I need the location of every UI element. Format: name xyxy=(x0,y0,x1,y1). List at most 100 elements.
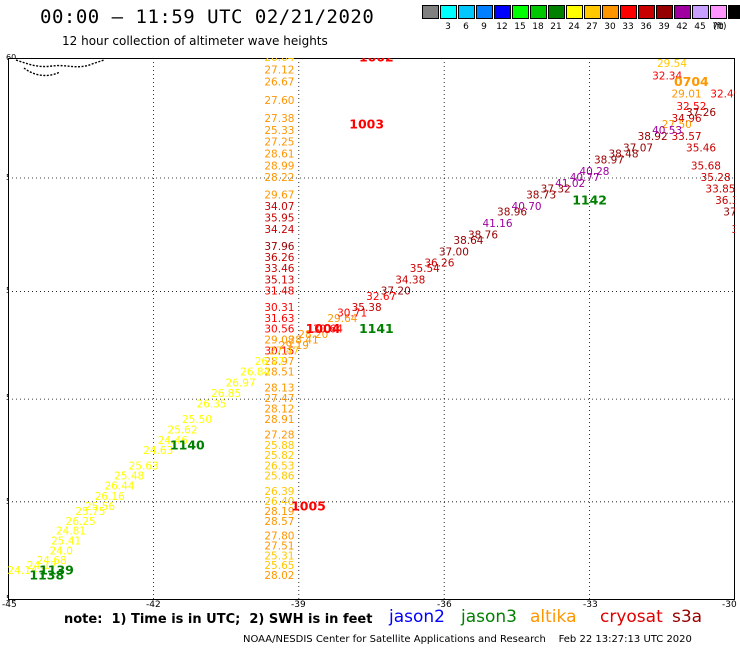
wave-height-point: 32.67 xyxy=(366,291,396,303)
wave-height-point: 37.00 xyxy=(439,246,469,258)
color-swatch-box xyxy=(547,5,565,19)
color-swatch: 18 xyxy=(529,5,547,32)
wave-height-point: 38.76 xyxy=(468,229,498,241)
x-tick-label: -33 xyxy=(583,600,598,610)
color-swatch-box xyxy=(583,5,601,19)
wave-height-point: 36.26 xyxy=(264,252,294,264)
color-swatch-label: 27 xyxy=(586,22,598,32)
wave-height-point: 37.32 xyxy=(541,184,571,196)
wave-height-point: 27.47 xyxy=(269,345,299,357)
wave-height-point: 26.16 xyxy=(95,491,125,503)
color-swatch-label: 9 xyxy=(481,22,487,32)
wave-height-point: 25.50 xyxy=(182,414,212,426)
wave-height-point: 27.50 xyxy=(662,119,692,131)
y-tick-label: 60 xyxy=(6,53,17,62)
color-swatch-box xyxy=(637,5,655,19)
color-scale: 3 6 9 12 15 18 21 24 27 30 33 36 39 42 45 70 xyxy=(421,5,740,32)
wave-height-point: 35.46 xyxy=(686,143,716,155)
wave-height-point: 36.26 xyxy=(424,258,454,270)
wave-height-point: 24.46 xyxy=(158,435,188,447)
wave-height-point: 29.64 xyxy=(327,313,357,325)
wave-height-point: 25.88 xyxy=(264,440,294,452)
wave-height-point: 34.24 xyxy=(264,224,294,236)
color-swatch-box xyxy=(691,5,709,19)
wave-height-point: 33.57 xyxy=(672,131,702,143)
coastline-fragment xyxy=(15,59,105,77)
wave-height-point: 36.33 xyxy=(715,195,735,207)
wave-height-point: 24.17 xyxy=(27,560,57,572)
color-swatch: 70 xyxy=(709,5,727,32)
x-tick-label: -36 xyxy=(437,600,452,610)
wave-height-point: 28.02 xyxy=(264,570,294,582)
wave-height-point: 28.61 xyxy=(264,149,294,161)
time-label: 1004 xyxy=(306,321,341,336)
color-swatch: 6 xyxy=(457,5,475,32)
wave-height-point: 30.64 xyxy=(313,324,343,336)
wave-height-point: 35.38 xyxy=(352,302,382,314)
color-swatch-label: 33 xyxy=(622,22,634,32)
time-label: 0704 xyxy=(674,74,709,89)
wave-height-point: 25.75 xyxy=(75,506,105,518)
wave-height-point: 30.15 xyxy=(264,345,294,357)
wave-height-point: 33.85 xyxy=(705,184,735,196)
x-tick-label: -45 xyxy=(2,600,17,610)
color-swatch-box xyxy=(529,5,547,19)
wave-height-point: 30.71 xyxy=(337,307,367,319)
color-swatch: 39 xyxy=(655,5,673,32)
wave-height-point: 38.96 xyxy=(497,207,527,219)
wave-height-point: 29.19 xyxy=(279,340,309,352)
color-swatch: 21 xyxy=(547,5,565,32)
color-swatch-label: 3 xyxy=(445,22,451,32)
wave-height-point: 38.97 xyxy=(594,154,624,166)
time-label: 1003 xyxy=(349,116,384,131)
color-swatch-box xyxy=(727,5,740,19)
color-swatch: 12 xyxy=(493,5,511,32)
x-tick-label: -39 xyxy=(291,600,306,610)
footnote: note: 1) Time is in UTC; 2) SWH is in fe… xyxy=(64,612,373,627)
wave-height-point: 27.51 xyxy=(264,541,294,553)
wave-height-point: 25.48 xyxy=(114,471,144,483)
time-label: 1138 xyxy=(29,567,64,582)
time-label: 1002 xyxy=(359,58,394,65)
wave-height-point: 29.01 xyxy=(672,89,702,101)
legend-jason3: jason3 xyxy=(461,607,517,627)
color-swatch: 15 xyxy=(511,5,529,32)
time-label: 1142 xyxy=(572,193,607,208)
wave-height-point: 28.91 xyxy=(264,414,294,426)
color-swatch: 30 xyxy=(601,5,619,32)
wave-height-point: 28.20 xyxy=(298,329,328,341)
color-swatch-box xyxy=(439,5,457,19)
legend-cryosat: cryosat xyxy=(600,607,663,627)
wave-height-point: 26.44 xyxy=(104,481,134,493)
wave-height-point: 26.84 xyxy=(240,367,270,379)
wave-height-point: 26.85 xyxy=(211,388,241,400)
wave-height-point: 38.48 xyxy=(608,149,638,161)
color-swatch-label: 36 xyxy=(640,22,652,32)
color-swatch-label: 30 xyxy=(604,22,616,32)
wave-height-point: 27.47 xyxy=(264,393,294,405)
color-swatch-box xyxy=(421,5,439,19)
wave-height-point: 40.53 xyxy=(652,125,682,137)
color-swatch-label: 70 xyxy=(712,22,724,32)
wave-height-point: 40.28 xyxy=(579,166,609,178)
wave-height-point: 25.41 xyxy=(51,536,81,548)
wave-height-point: 37.1 xyxy=(723,207,735,219)
wave-height-point: 28.12 xyxy=(264,404,294,416)
wave-height-point: 28.57 xyxy=(264,516,294,528)
color-swatch: 42 xyxy=(673,5,691,32)
wave-height-point: 24.81 xyxy=(56,526,86,538)
color-swatch: 27 xyxy=(583,5,601,32)
wave-height-point: 35.28 xyxy=(701,172,731,184)
x-tick-label: -42 xyxy=(146,600,161,610)
wave-height-point: 26.39 xyxy=(264,486,294,498)
wave-height-point: 35.13 xyxy=(264,274,294,286)
wave-height-point: 26.97 xyxy=(226,377,256,389)
wave-height-point: 26.04 xyxy=(264,58,294,64)
wave-height-point: 40.77 xyxy=(570,172,600,184)
color-swatch-label: 6 xyxy=(463,22,469,32)
wave-height-point: 28.41 xyxy=(289,335,319,347)
wave-height-point: 27.38 xyxy=(264,113,294,125)
wave-height-point: 37.96 xyxy=(264,241,294,253)
